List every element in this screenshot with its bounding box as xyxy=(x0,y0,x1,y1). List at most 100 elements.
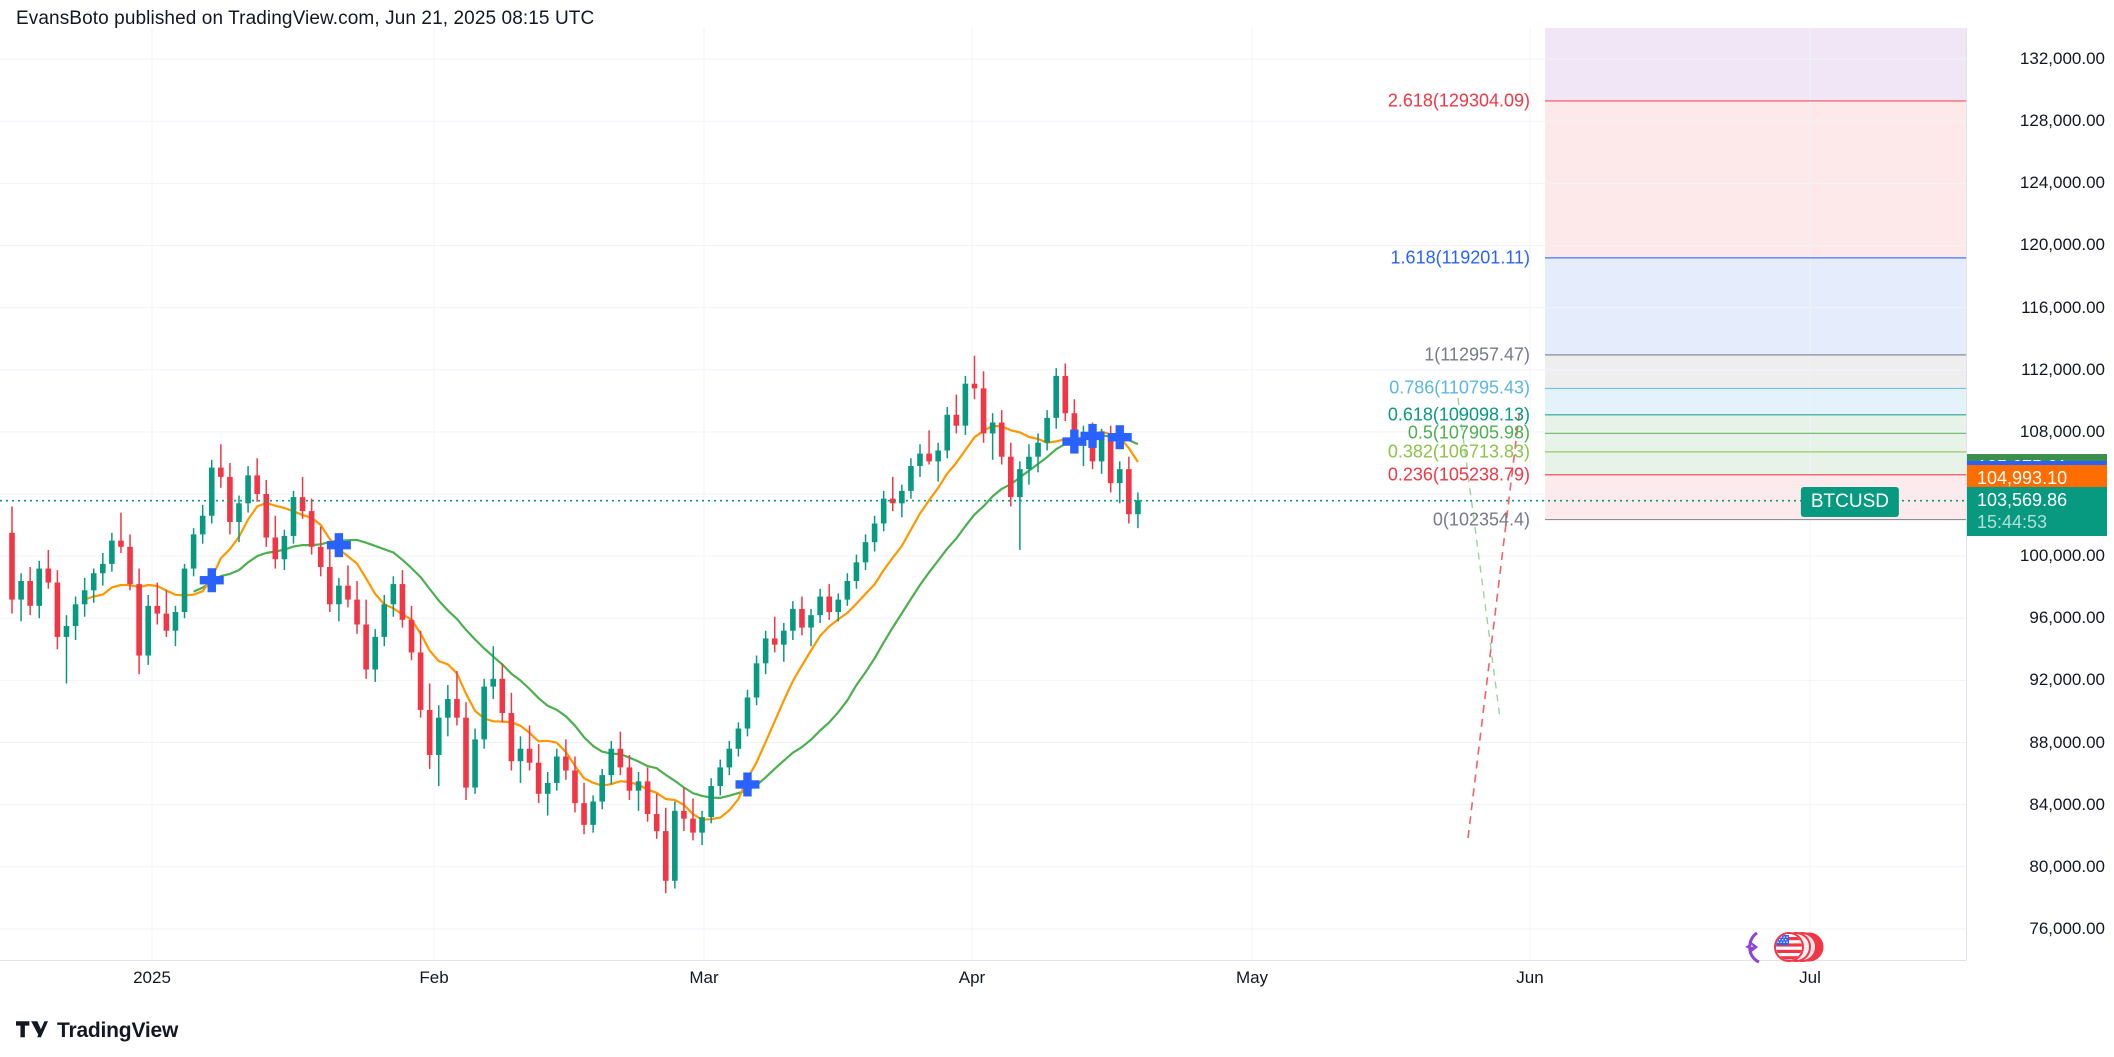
candle-body xyxy=(544,782,551,794)
fib-zone-1.618-2.618 xyxy=(1545,100,1966,258)
price-scale-axis[interactable]: 132,000.00 128,000.00 124,000.00 120,000.00… xyxy=(1966,28,2114,960)
candle-body xyxy=(844,580,851,600)
publisher-attribution: EvansBoto published on TradingView.com, … xyxy=(16,8,595,29)
tradingview-footer: TradingView xyxy=(16,1014,178,1048)
candle-body xyxy=(463,717,469,788)
candle-body xyxy=(617,748,624,768)
candle-body xyxy=(998,422,1005,457)
candle-body xyxy=(172,612,179,631)
price-tick: 92,000.00 xyxy=(2029,670,2105,690)
candle-body xyxy=(808,615,814,628)
ma-cross-marker xyxy=(1062,429,1087,454)
candle-body xyxy=(853,562,860,581)
time-tick: 2025 xyxy=(133,968,171,987)
price-tick: 128,000.00 xyxy=(2019,111,2105,131)
chart-pane[interactable]: 2.618(129304.09) 1.618(119201.11) 1(112957… xyxy=(0,28,1966,960)
candle-body xyxy=(608,748,615,776)
candle-body xyxy=(490,678,497,687)
candle-body xyxy=(989,422,996,434)
candle-body xyxy=(581,803,587,825)
last-price-badge[interactable]: 103,569.86 15:44:53 xyxy=(1967,486,2107,536)
fib-label-0.618: 0.618(109098.13) xyxy=(1387,404,1530,425)
ma-cross-marker xyxy=(199,568,224,593)
candle-body xyxy=(1135,500,1141,515)
candle-body xyxy=(308,511,315,547)
candle-body xyxy=(862,542,869,563)
candle-body xyxy=(9,532,15,600)
price-tick: 132,000.00 xyxy=(2019,49,2105,69)
time-tick: Apr xyxy=(958,968,986,987)
candle-body xyxy=(236,503,242,522)
candle-body xyxy=(681,810,687,819)
candle-body xyxy=(717,767,724,787)
ticker-watermark-badge: BTCUSD xyxy=(1800,486,1899,517)
fib-label-0: 0(102354.4) xyxy=(1432,509,1530,530)
ma-cross-marker xyxy=(1080,423,1105,448)
candle-body xyxy=(363,624,369,670)
fib-label-0.786: 0.786(110795.43) xyxy=(1389,377,1530,398)
candle-body xyxy=(100,563,106,574)
fib-label-0.382: 0.382(106713.83) xyxy=(1387,441,1530,462)
price-tick: 112,000.00 xyxy=(2021,359,2105,379)
economic-events-marker[interactable] xyxy=(1745,925,1835,971)
candle-body xyxy=(662,831,669,881)
candle-body xyxy=(726,748,733,768)
candle-body xyxy=(163,613,170,631)
price-tick: 76,000.00 xyxy=(2029,918,2105,938)
candle-body xyxy=(817,596,823,616)
candle-body xyxy=(672,810,678,881)
candle-body xyxy=(36,568,43,606)
candle-body xyxy=(145,605,151,656)
candle-body xyxy=(45,568,52,583)
candle-body xyxy=(136,584,142,656)
candle-body xyxy=(599,775,605,802)
candle-body xyxy=(218,467,224,477)
candle-body xyxy=(526,748,533,763)
candle-body xyxy=(735,728,742,749)
candle-body xyxy=(708,786,714,818)
candle-body xyxy=(336,585,342,605)
time-tick: May xyxy=(1235,968,1269,987)
candle-body xyxy=(472,739,478,788)
candle-body xyxy=(390,584,397,605)
fib-label-2.618: 2.618(129304.09) xyxy=(1387,90,1530,111)
candle-body xyxy=(208,467,215,516)
time-tick: Mar xyxy=(689,968,719,987)
candle-body xyxy=(372,636,378,670)
candle-body xyxy=(880,498,887,524)
price-tick: 120,000.00 xyxy=(2019,235,2105,255)
candle-body xyxy=(290,497,297,536)
ma-cross-marker xyxy=(1107,425,1132,450)
candle-body xyxy=(354,599,360,625)
candle-body xyxy=(181,568,188,613)
candle-body xyxy=(417,652,424,710)
fib-label-1: 1(112957.47) xyxy=(1424,344,1530,365)
candle-body xyxy=(263,494,270,538)
candle-body xyxy=(699,817,705,833)
candle-body xyxy=(435,717,442,755)
candle-body xyxy=(762,638,769,664)
candle-body xyxy=(626,767,633,791)
candle-body xyxy=(63,626,70,637)
candle-body xyxy=(426,709,433,755)
candle-body xyxy=(227,476,233,522)
price-tick: 124,000.00 xyxy=(2019,173,2105,193)
candle-body xyxy=(327,567,333,605)
candle-body xyxy=(1035,442,1041,457)
fib-label-0.236: 0.236(105238.79) xyxy=(1387,464,1530,485)
candle-body xyxy=(127,546,133,585)
time-scale-axis[interactable]: 2025 Feb Mar Apr May Jun Jul xyxy=(0,960,1966,997)
candlestick-plot[interactable] xyxy=(0,28,1966,960)
candle-body xyxy=(799,608,805,628)
candle-body xyxy=(72,604,79,627)
fib-zone-0.786-1 xyxy=(1545,354,1966,389)
candle-body xyxy=(1107,436,1114,484)
candle-body xyxy=(27,580,33,606)
candle-body xyxy=(90,573,97,591)
candle-body xyxy=(445,699,451,718)
tradingview-logo-icon xyxy=(16,1021,48,1038)
fib-label-1.618: 1.618(119201.11) xyxy=(1390,247,1530,268)
candle-body xyxy=(254,475,260,494)
last-price-badge-value: 103,569.86 xyxy=(1977,489,2068,510)
candle-body xyxy=(889,498,896,504)
